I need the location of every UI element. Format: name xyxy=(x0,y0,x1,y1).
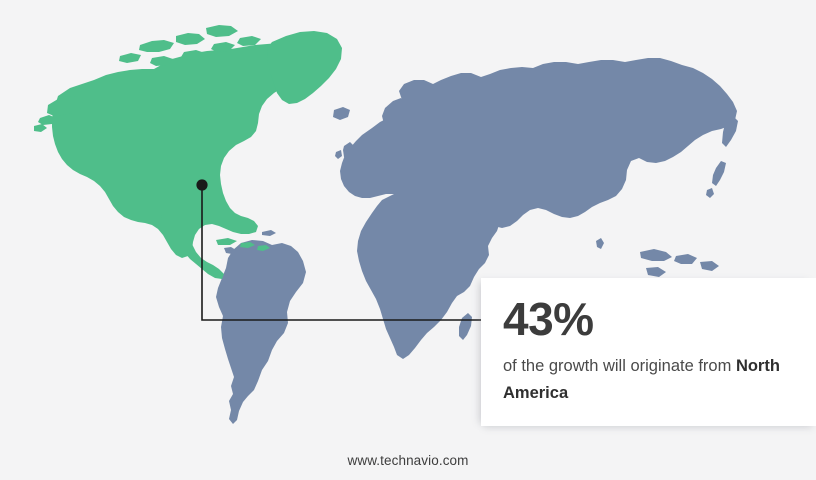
region-canadian-arctic xyxy=(119,25,261,66)
statistic-description: of the growth will originate from North … xyxy=(503,353,793,406)
region-north-america-mainland xyxy=(52,43,316,258)
world-map-container xyxy=(34,25,798,424)
footer-bar: www.technavio.com xyxy=(0,440,816,480)
region-kamchatka xyxy=(722,116,738,147)
region-japan xyxy=(706,161,726,198)
region-alaska xyxy=(34,96,83,132)
highlighted-region-north-america xyxy=(34,25,342,279)
region-british-isles xyxy=(335,142,354,160)
statistic-percentage: 43% xyxy=(503,293,594,345)
region-southeast-asia-islands xyxy=(640,249,719,277)
region-scandinavia xyxy=(382,98,406,127)
region-greenland xyxy=(267,31,342,104)
footer-source-url: www.technavio.com xyxy=(347,452,469,468)
statistic-description-prefix: of the growth will originate from xyxy=(503,356,736,375)
statistic-callout-box: 43% of the growth will originate from No… xyxy=(481,278,816,426)
statistic-region-name: North America xyxy=(503,356,780,402)
region-sri-lanka xyxy=(596,238,604,249)
region-iceland xyxy=(333,107,350,120)
